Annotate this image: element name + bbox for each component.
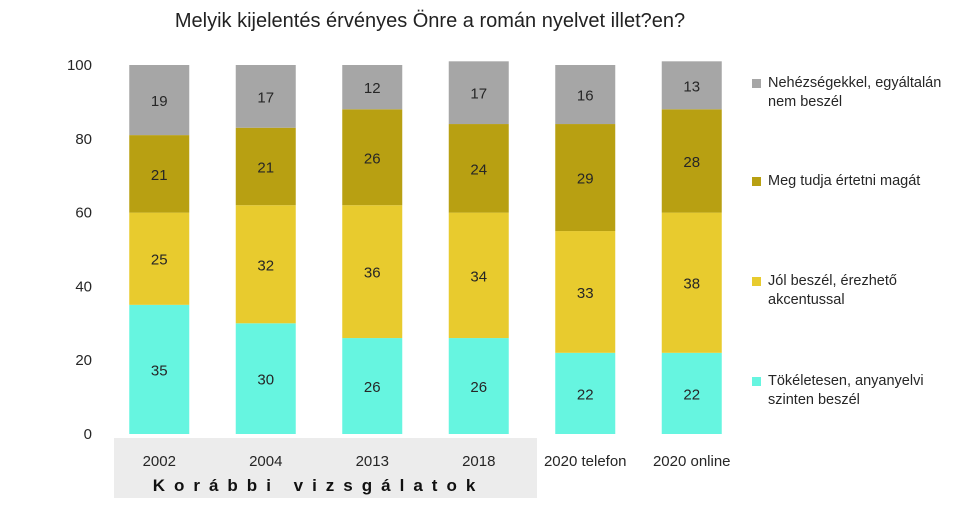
bar-segment (555, 352, 616, 434)
data-label: 17 (257, 89, 274, 106)
y-tick-label: 0 (84, 426, 92, 443)
bar-segment (555, 65, 616, 125)
data-label: 38 (683, 276, 700, 293)
bar-segment (555, 231, 616, 353)
x-tick-label: 2004 (249, 453, 282, 470)
y-tick-label: 20 (75, 352, 92, 369)
bar-segment (235, 127, 296, 206)
data-label: 22 (577, 386, 594, 403)
bar-segment (129, 135, 190, 213)
bar-segment (235, 323, 296, 434)
x-tick-label: 2013 (356, 453, 389, 470)
bar-segment (235, 65, 296, 128)
bar-segment (661, 109, 722, 213)
data-label: 19 (151, 93, 168, 110)
x-tick-label: 2002 (143, 453, 176, 470)
data-label: 32 (257, 257, 274, 274)
data-label: 33 (577, 285, 594, 302)
y-tick-label: 40 (75, 278, 92, 295)
bar-segment (661, 212, 722, 353)
bar-segment (342, 205, 403, 339)
chart-title: Melyik kijelentés érvényes Önre a román … (174, 10, 686, 32)
x-tick-label: 2020 telefon (544, 453, 627, 470)
data-label: 21 (257, 159, 274, 176)
data-label: 28 (683, 154, 700, 171)
legend-label: Tökéletesen, anyanyelvi szinten beszél (768, 373, 924, 408)
category-group-label: Korábbi vizsgálatok (152, 476, 485, 495)
legend-label: Nehézségekkel, egyáltalán nem beszél (768, 75, 942, 110)
bar-segment (448, 61, 509, 125)
bar-segment (129, 304, 190, 434)
x-tick-label: 2018 (462, 453, 495, 470)
data-label: 35 (151, 362, 168, 379)
legend-swatch (752, 277, 761, 286)
data-label: 21 (151, 167, 168, 184)
data-label: 25 (151, 252, 168, 269)
data-label: 13 (683, 78, 700, 95)
legend-label: Jól beszél, érezhető akcentussal (768, 273, 897, 308)
data-label: 29 (577, 171, 594, 188)
data-label: 26 (470, 379, 487, 396)
data-label: 36 (364, 265, 381, 282)
legend-swatch (752, 177, 761, 186)
category-group-band (114, 438, 537, 498)
legend-label: Meg tudja értetni magát (768, 173, 921, 189)
data-label: 16 (577, 88, 594, 105)
bar-segment (129, 65, 190, 136)
bar-segment (342, 109, 403, 206)
bar-segment (448, 338, 509, 434)
bar-segment (661, 352, 722, 434)
data-label: 12 (364, 80, 381, 97)
data-label: 26 (364, 150, 381, 167)
bar-segment (661, 61, 722, 110)
data-label: 26 (364, 379, 381, 396)
bar-segment (555, 124, 616, 232)
bar-segment (235, 205, 296, 324)
bar-segment (129, 212, 190, 305)
y-tick-label: 60 (75, 205, 92, 222)
bar-segment (448, 124, 509, 213)
y-tick-label: 100 (67, 57, 92, 74)
bar-segment (448, 212, 509, 339)
data-label: 17 (470, 86, 487, 103)
x-tick-label: 2020 online (653, 453, 731, 470)
legend-swatch (752, 79, 761, 88)
bar-segment (342, 65, 403, 110)
data-label: 34 (470, 268, 487, 285)
legend-swatch (752, 377, 761, 386)
y-tick-label: 80 (75, 131, 92, 148)
bar-segment (342, 338, 403, 434)
data-label: 24 (470, 161, 487, 178)
data-label: 30 (257, 372, 274, 389)
data-label: 22 (683, 386, 700, 403)
